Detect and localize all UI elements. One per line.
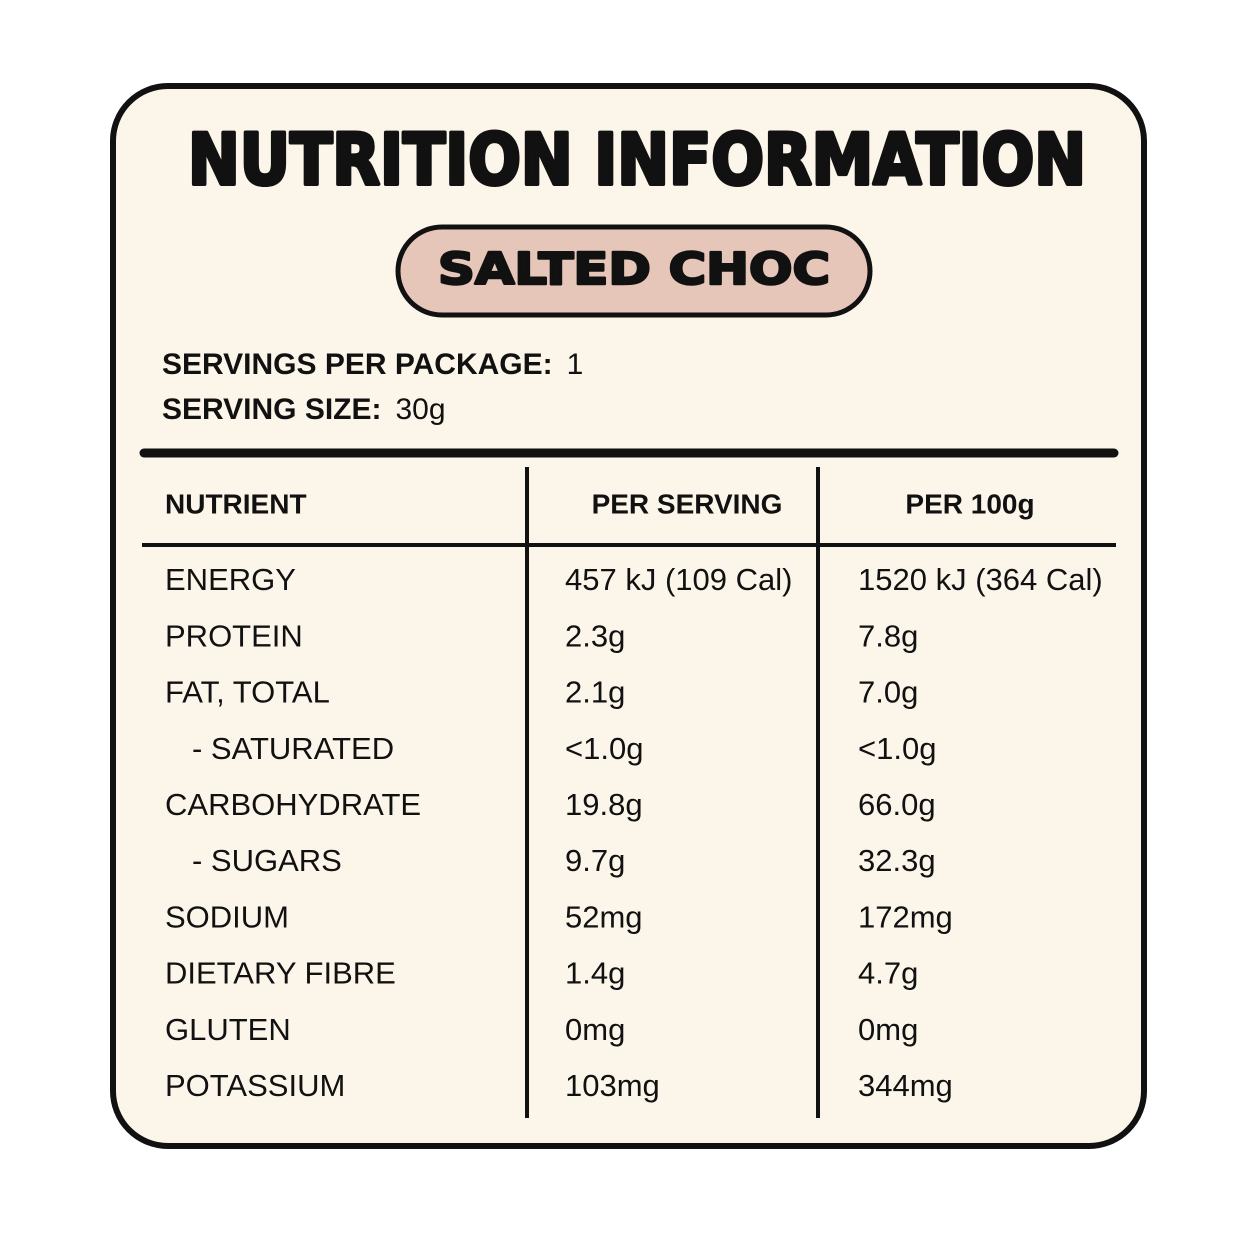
nutrient-value: 9.7g (565, 843, 625, 878)
nutrient-value: 19.8g (565, 787, 643, 822)
nutrient-value: 7.0g (858, 675, 918, 710)
nutrient-value: 457 kJ (109 Cal) (565, 562, 792, 597)
column-header: NUTRIENT (165, 488, 307, 519)
nutrient-value: 66.0g (858, 787, 936, 822)
nutrient-name: GLUTEN (165, 1012, 291, 1047)
nutrient-value: 1.4g (565, 956, 625, 991)
nutrient-name: - SUGARS (192, 843, 342, 878)
flavour-pill (395, 224, 873, 318)
serving-value: 1 (567, 348, 584, 381)
nutrient-value: <1.0g (565, 731, 643, 766)
nutrient-name: DIETARY FIBRE (165, 956, 396, 991)
nutrient-value: <1.0g (858, 731, 936, 766)
nutrient-name: FAT, TOTAL (165, 675, 330, 710)
nutrient-name: ENERGY (165, 562, 296, 597)
nutrient-value: 344mg (858, 1068, 953, 1103)
nutrient-name: PROTEIN (165, 618, 303, 653)
nutrient-value: 7.8g (858, 618, 918, 653)
nutrient-name: POTASSIUM (165, 1068, 345, 1103)
column-header: PER SERVING (592, 488, 783, 519)
serving-label: SERVING SIZE: (162, 393, 382, 426)
serving-label: SERVINGS PER PACKAGE: (162, 348, 553, 381)
nutrient-name: SODIUM (165, 899, 289, 934)
nutrient-value: 1520 kJ (364 Cal) (858, 562, 1103, 597)
serving-value: 30g (396, 393, 446, 426)
nutrient-value: 0mg (565, 1012, 625, 1047)
nutrient-value: 4.7g (858, 956, 918, 991)
nutrient-value: 52mg (565, 899, 643, 934)
card (110, 83, 1147, 1149)
nutrient-value: 172mg (858, 899, 953, 934)
nutrient-value: 32.3g (858, 843, 936, 878)
flavour: SALTED CHOC (438, 244, 830, 295)
nutrient-name: - SATURATED (192, 731, 394, 766)
column-header: PER 100g (905, 488, 1034, 519)
nutrient-name: CARBOHYDRATE (165, 787, 421, 822)
nutrient-value: 2.1g (565, 675, 625, 710)
nutrient-value: 0mg (858, 1012, 918, 1047)
title: NUTRITION INFORMATION (188, 119, 1086, 201)
nutrient-value: 2.3g (565, 618, 625, 653)
nutrient-value: 103mg (565, 1068, 660, 1103)
